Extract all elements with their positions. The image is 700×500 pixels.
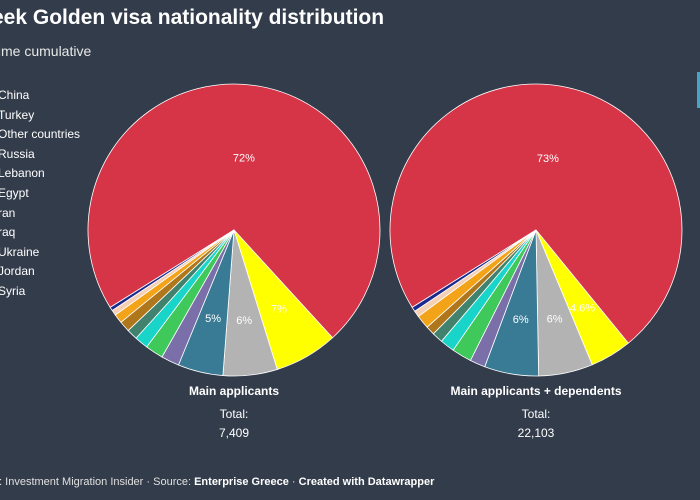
slice-label: 73% (537, 153, 559, 165)
slice-label: 4.6% (570, 303, 595, 315)
slice-label: 7% (271, 304, 287, 316)
pie-main-applicants-dependents: 73% 4.6% 6% 6% (389, 83, 683, 377)
total-label: Total: (521, 407, 551, 421)
legend-item-russia: Russia (0, 146, 35, 161)
total-value: 7,409 (218, 426, 250, 440)
legend-item-syria: Syria (0, 283, 26, 298)
legend-item-other-countries: Other countries (0, 127, 81, 142)
panel-edge (697, 72, 700, 108)
footer-credits: t: Investment Migration Insider · Source… (0, 476, 434, 488)
legend-item-jordan: Jordan (0, 264, 35, 279)
pie-name: Main applicants (188, 384, 280, 398)
pie-slice (87, 83, 381, 339)
slice-label: 6% (236, 315, 252, 327)
legend: China Turkey Other countries Russia Leba… (0, 86, 80, 302)
legend-item-egypt: Egypt (0, 185, 29, 200)
slice-label: 5% (205, 313, 221, 325)
legend-item-lebanon: Lebanon (0, 166, 45, 181)
chart-subtitle: time cumulative (0, 43, 92, 59)
caption-main-applicants: Main applicants Total: 7,409 (134, 384, 334, 440)
slice-label: 72% (233, 153, 255, 165)
footer-credit: Created with Datawrapper (298, 476, 435, 488)
footer-separator: · (288, 476, 299, 488)
legend-item-ukraine: Ukraine (0, 244, 40, 259)
caption-main-applicants-dependents: Main applicants + dependents Total: 22,1… (436, 384, 636, 440)
footer-prefix: t: Investment Migration Insider · Source… (0, 476, 195, 488)
legend-item-turkey: Turkey (0, 107, 35, 122)
legend-item-iraq: raq (0, 225, 16, 240)
pie-slice (411, 229, 537, 312)
chart-title: eek Golden visa nationality distribution (0, 6, 385, 29)
slice-label: 6% (513, 314, 529, 326)
pie-slice (109, 229, 235, 312)
pie-main-applicants: 72% 7% 6% 5% (87, 83, 381, 377)
total-label: Total: (219, 407, 249, 421)
total-value: 22,103 (517, 426, 555, 440)
slice-label: 6% (547, 314, 563, 326)
legend-item-china: China (0, 88, 30, 102)
footer-source: Enterprise Greece (194, 476, 289, 488)
pie-name: Main applicants + dependents (450, 384, 622, 398)
legend-item-iran: ran (0, 205, 16, 220)
pie-slice (389, 83, 683, 344)
